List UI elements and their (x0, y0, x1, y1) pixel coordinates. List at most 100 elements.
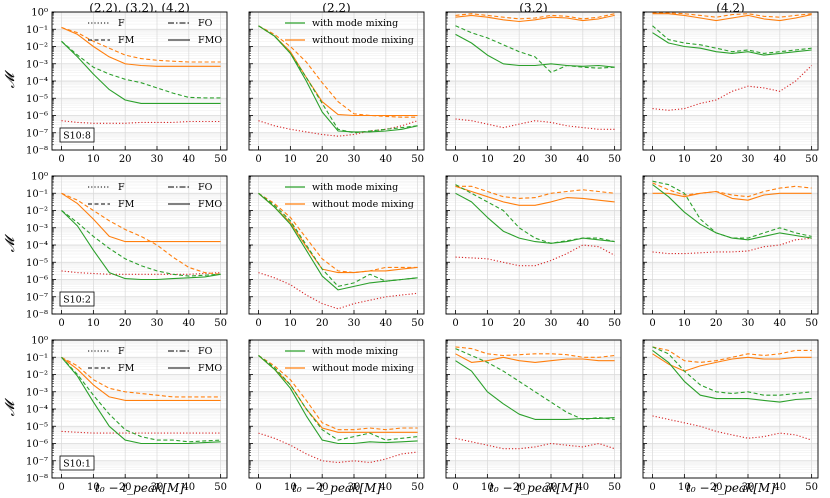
panel-r1-c2: 0 10 20 30 40 50 (445, 175, 622, 329)
series-line (61, 356, 221, 401)
y-tick-label: 10⁻³ (26, 223, 48, 234)
x-tick-label: 30 (348, 318, 361, 329)
panel-frame (642, 175, 819, 315)
x-tick-label: 10 (87, 154, 100, 165)
x-tick-label: 40 (379, 482, 392, 493)
series-line (455, 360, 615, 420)
x-tick-label: 20 (710, 482, 723, 493)
x-tick-label: 40 (773, 318, 786, 329)
x-tick-label: 30 (742, 318, 755, 329)
legend-label: FO (198, 182, 213, 193)
x-tick-label: 40 (182, 154, 195, 165)
panel-frame (248, 339, 425, 479)
series-line (652, 346, 812, 363)
y-tick-label: 10⁻⁷ (26, 292, 48, 303)
x-tick-label: 0 (649, 318, 655, 329)
legend-label: without mode mixing (312, 35, 414, 46)
series-line (652, 13, 812, 22)
x-axis-label: t₀ − t_peak[M] (292, 481, 381, 495)
series-line (61, 26, 221, 67)
legend-label: FMO (198, 35, 222, 46)
row-tag: S10:2 (63, 295, 91, 306)
x-tick-label: 0 (255, 318, 261, 329)
panel-r2-c0: 10⁻⁸ 10⁻⁷ 10⁻⁶ 10⁻⁵ 10⁻⁴ 10⁻³ 10⁻² 10⁻¹ 10⁰ S10:1… (26, 336, 228, 493)
x-tick-label: 50 (805, 482, 818, 493)
column-title: (2,2) (322, 1, 350, 15)
y-tick-label: 10⁻⁴ (26, 405, 48, 416)
panel-frame (445, 339, 622, 479)
panel-frame (248, 175, 425, 315)
series-line (61, 26, 221, 63)
panel-frame (51, 339, 228, 479)
series-line (455, 25, 615, 73)
panel-frame (51, 175, 228, 315)
x-tick-label: 30 (545, 318, 558, 329)
panel-frame (248, 11, 425, 151)
x-tick-label: 40 (773, 154, 786, 165)
x-tick-label: 30 (151, 154, 164, 165)
x-tick-label: 0 (649, 482, 655, 493)
series-line (61, 192, 221, 275)
x-tick-label: 40 (576, 318, 589, 329)
x-tick-label: 50 (805, 318, 818, 329)
x-tick-label: 0 (452, 154, 458, 165)
x-tick-label: 10 (678, 318, 691, 329)
x-tick-label: 0 (452, 482, 458, 493)
panel-r1-c1: 0 10 20 30 40 50 with mode mixing without mode … (248, 175, 425, 329)
x-tick-label: 20 (513, 154, 526, 165)
x-tick-label: 20 (710, 154, 723, 165)
series-line (61, 40, 221, 99)
series-line (61, 210, 221, 277)
series-line (61, 210, 221, 281)
x-tick-label: 30 (348, 482, 361, 493)
x-tick-label: 30 (545, 154, 558, 165)
series-line (455, 192, 615, 244)
x-tick-label: 50 (411, 318, 424, 329)
series-line (652, 182, 812, 198)
x-tick-label: 40 (379, 318, 392, 329)
y-tick-label: 10⁻⁶ (26, 439, 48, 450)
x-tick-label: 10 (87, 482, 100, 493)
x-tick-label: 50 (411, 482, 424, 493)
y-tick-label: 10⁻⁴ (26, 241, 48, 252)
legend-label: with mode mixing (312, 18, 398, 29)
series-line (258, 25, 418, 133)
panel-frame (642, 339, 819, 479)
series-line (61, 192, 221, 243)
panel-r0-c0: 10⁻⁸ 10⁻⁷ 10⁻⁶ 10⁻⁵ 10⁻⁴ 10⁻³ 10⁻² 10⁻¹ 10⁰ S10:8… (26, 8, 228, 165)
series-line (258, 192, 418, 287)
series-line (258, 192, 418, 274)
y-tick-label: 10⁻² (26, 370, 48, 381)
y-axis-label: 𝓜 (3, 233, 18, 252)
y-tick-label: 10⁻⁷ (26, 128, 48, 139)
panel-r2-c3: 0 10 20 30 40 50 (642, 339, 819, 493)
series-line (455, 346, 615, 358)
legend-label: FO (198, 18, 213, 29)
legend-label: without mode mixing (312, 363, 414, 374)
legend-label: with mode mixing (312, 182, 398, 193)
series-line (258, 25, 418, 117)
series-line (258, 192, 418, 291)
series-line (455, 118, 615, 130)
x-tick-label: 50 (214, 482, 227, 493)
y-tick-label: 10⁻⁵ (26, 258, 48, 269)
x-tick-label: 30 (742, 482, 755, 493)
x-tick-label: 10 (284, 318, 297, 329)
series-line (61, 40, 221, 104)
x-axis-label: t₀ − t_peak[M] (489, 481, 578, 495)
row-tag-box (59, 291, 95, 307)
column-title: (4,2) (716, 1, 744, 15)
row-tag-box (59, 127, 95, 143)
series-line (258, 355, 418, 431)
y-tick-label: 10⁻⁸ (26, 146, 48, 157)
legend-label: without mode mixing (312, 199, 414, 210)
row-tag-box (59, 455, 95, 471)
x-tick-label: 20 (119, 318, 132, 329)
panel-r0-c1: 0 10 20 30 40 50 with mode mixing without mode … (248, 11, 425, 165)
x-tick-label: 10 (87, 318, 100, 329)
series-line (258, 25, 418, 118)
x-tick-label: 50 (411, 154, 424, 165)
panel-r0-c3: 0 10 20 30 40 50 (642, 11, 819, 165)
legend-label: F (118, 18, 125, 29)
